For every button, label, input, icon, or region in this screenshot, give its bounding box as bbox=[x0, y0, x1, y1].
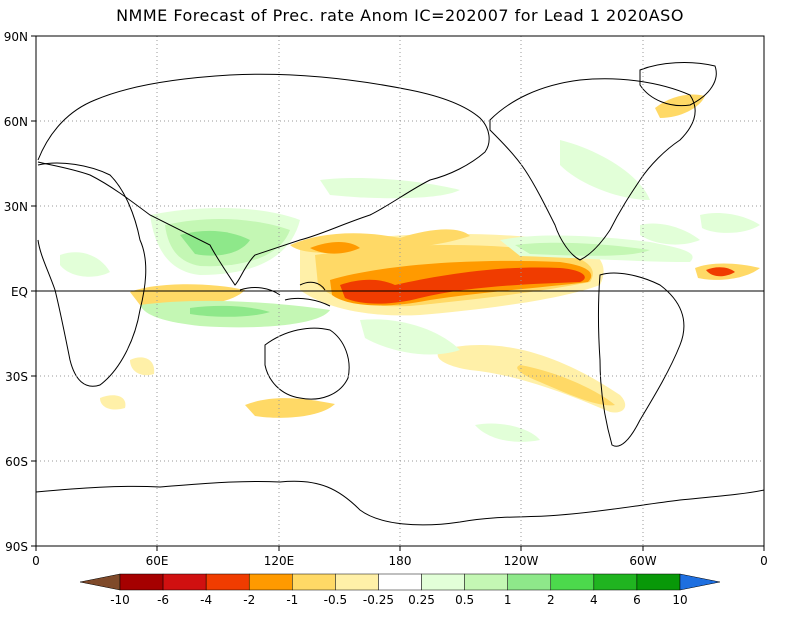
lat-label: 30N bbox=[4, 200, 28, 214]
dry-anomaly-strong bbox=[340, 267, 585, 304]
dry-anomaly-mod bbox=[310, 242, 360, 254]
colorbar-label: 0.25 bbox=[408, 593, 435, 607]
map-title: NMME Forecast of Prec. rate Anom IC=2020… bbox=[116, 6, 684, 25]
colorbar-label: 10 bbox=[672, 593, 687, 607]
colorbar-swatch bbox=[292, 573, 336, 591]
lon-label: 180 bbox=[389, 554, 412, 568]
coastline-greenland bbox=[639, 62, 717, 107]
lon-label: 120W bbox=[504, 554, 539, 568]
lon-labels: 0 60E 120E 180 120W 60W 0 bbox=[32, 554, 768, 568]
axis-ticks bbox=[31, 35, 765, 551]
colorbar-swatch bbox=[636, 573, 681, 591]
wet-anomaly-light bbox=[60, 252, 110, 277]
colorbar-label: 4 bbox=[590, 593, 598, 607]
colorbar-label: 2 bbox=[547, 593, 555, 607]
lon-label: 60E bbox=[146, 554, 169, 568]
coastline-africa bbox=[37, 162, 147, 387]
coastlines bbox=[35, 62, 765, 526]
lon-label: 0 bbox=[760, 554, 768, 568]
lat-label: 60S bbox=[5, 455, 28, 469]
colorbar-label: -10 bbox=[110, 593, 130, 607]
coastline-south-america bbox=[598, 272, 685, 447]
wet-anomaly-mod bbox=[180, 230, 250, 256]
colorbar-label: 1 bbox=[504, 593, 512, 607]
colorbar-label: -0.5 bbox=[324, 593, 347, 607]
colorbar-swatch bbox=[550, 573, 595, 591]
colorbar-label: -4 bbox=[200, 593, 212, 607]
lat-label: 90N bbox=[4, 30, 28, 44]
coastline-antarctica bbox=[35, 480, 765, 526]
colorbar-swatch bbox=[421, 573, 465, 591]
colorbar-label: 6 bbox=[633, 593, 641, 607]
wet-anomaly-light bbox=[360, 319, 460, 355]
colorbar-swatch bbox=[464, 573, 508, 591]
wet-anomaly-light bbox=[320, 178, 460, 199]
colorbar-end-triangle bbox=[79, 573, 121, 591]
wet-anomaly-light bbox=[700, 213, 760, 233]
colorbar-swatch bbox=[378, 573, 422, 591]
colorbar-swatch bbox=[162, 573, 207, 591]
wet-anomaly-weak bbox=[515, 242, 650, 256]
dry-anomaly-mod bbox=[706, 267, 735, 277]
wet-anomaly-light bbox=[560, 140, 650, 200]
colorbar-label: -1 bbox=[286, 593, 298, 607]
lon-label: 120E bbox=[264, 554, 295, 568]
lat-label: 90S bbox=[5, 540, 28, 554]
dry-anomaly-weak bbox=[245, 398, 335, 418]
lat-labels: 90N 60N 30N EQ 30S 60S 90S bbox=[4, 30, 28, 554]
lat-label: 60N bbox=[4, 115, 28, 129]
colorbar-label: -0.25 bbox=[363, 593, 394, 607]
wet-anomaly-light bbox=[475, 423, 540, 442]
colorbar-swatch bbox=[507, 573, 552, 591]
wet-anomaly-mod bbox=[190, 305, 270, 317]
lon-label: 0 bbox=[32, 554, 40, 568]
coastline-europe-asia bbox=[37, 73, 490, 286]
colorbar-label: -2 bbox=[243, 593, 255, 607]
colorbar-end-triangle bbox=[679, 573, 721, 591]
colorbar-swatch bbox=[119, 573, 164, 591]
dry-anomaly-weak bbox=[517, 365, 615, 406]
lat-label: EQ bbox=[11, 285, 28, 299]
coastline-north-america bbox=[489, 78, 696, 261]
coastline-australia bbox=[264, 327, 350, 400]
wet-anomaly-light bbox=[640, 223, 700, 245]
colorbar-swatch bbox=[335, 573, 379, 591]
lat-label: 30S bbox=[5, 370, 28, 384]
colorbar-swatch bbox=[205, 573, 250, 591]
colorbar-label: -6 bbox=[157, 593, 169, 607]
dry-anomaly-light bbox=[100, 395, 126, 410]
dry-anomaly-light bbox=[130, 357, 155, 376]
lon-label: 60W bbox=[629, 554, 656, 568]
colorbar-swatch bbox=[248, 573, 293, 591]
colorbar-label: 0.5 bbox=[455, 593, 474, 607]
graticule bbox=[36, 36, 764, 546]
colorbar-swatch bbox=[593, 573, 638, 591]
colorbar: -10 -6 -4 -2 -1 -0.5 -0.25 0.25 0.5 1 2 4 6 10 bbox=[79, 573, 721, 607]
coastline-maritime-continent bbox=[239, 281, 331, 307]
